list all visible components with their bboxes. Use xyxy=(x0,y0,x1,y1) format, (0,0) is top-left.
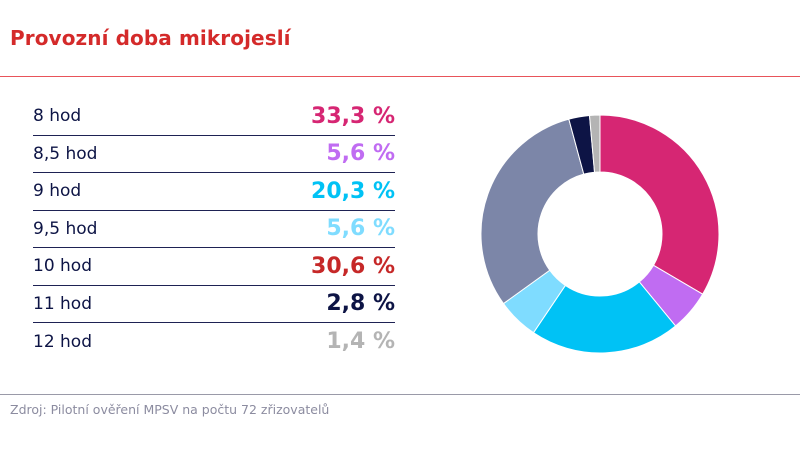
legend-label: 8 hod xyxy=(33,106,82,127)
legend-label: 8,5 hod xyxy=(33,143,98,164)
legend-row-12-hod: 12 hod 1,4 % xyxy=(33,323,395,361)
legend-row-8-hod: 8 hod 33,3 % xyxy=(33,98,395,136)
legend-label: 9 hod xyxy=(33,181,82,202)
legend-value: 30,6 % xyxy=(311,253,395,279)
legend-value: 20,3 % xyxy=(311,178,395,204)
legend-label: 11 hod xyxy=(33,293,93,314)
donut-chart xyxy=(480,114,720,354)
legend-row-8-5-hod: 8,5 hod 5,6 % xyxy=(33,136,395,173)
legend-row-11-hod: 11 hod 2,8 % xyxy=(33,286,395,323)
title-divider xyxy=(0,76,800,77)
legend-value: 5,6 % xyxy=(326,141,395,167)
legend-value: 5,6 % xyxy=(326,216,395,242)
source-note: Zdroj: Pilotní ověření MPSV na počtu 72 … xyxy=(10,402,330,417)
footer-divider xyxy=(0,394,800,395)
legend-label: 9,5 hod xyxy=(33,218,98,239)
legend-row-10-hod: 10 hod 30,6 % xyxy=(33,248,395,286)
legend-label: 12 hod xyxy=(33,331,93,352)
donut-slice-10-hod xyxy=(480,118,585,305)
legend-label: 10 hod xyxy=(33,256,93,277)
legend-value: 33,3 % xyxy=(311,103,395,129)
donut-slice-8-hod xyxy=(599,114,720,295)
page-title: Provozní doba mikrojeslí xyxy=(10,26,291,50)
legend-row-9-5-hod: 9,5 hod 5,6 % xyxy=(33,211,395,248)
legend-table: 8 hod 33,3 % 8,5 hod 5,6 % 9 hod 20,3 % … xyxy=(33,98,395,361)
legend-value: 1,4 % xyxy=(326,329,395,355)
legend-value: 2,8 % xyxy=(326,291,395,317)
donut-slice-12-hod xyxy=(588,114,601,173)
legend-row-9-hod: 9 hod 20,3 % xyxy=(33,173,395,211)
